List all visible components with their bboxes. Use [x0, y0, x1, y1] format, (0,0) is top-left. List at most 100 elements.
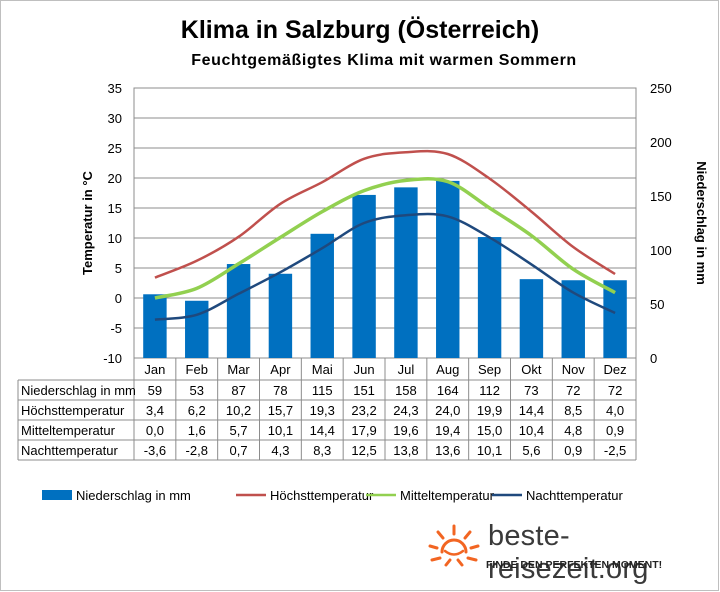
y-right-axis-label: Niederschlag in mm: [694, 161, 709, 285]
x-tick-label: Sep: [478, 362, 501, 377]
table-cell: 10,4: [519, 423, 544, 438]
table-cell: 4,0: [606, 403, 624, 418]
y-right-tick-label: 250: [650, 81, 672, 96]
y-right-tick-label: 150: [650, 189, 672, 204]
sun-logo-icon: [428, 522, 480, 575]
legend-label: Niederschlag in mm: [76, 488, 191, 503]
table-cell: 10,2: [226, 403, 251, 418]
table-cell: 112: [479, 383, 500, 398]
x-tick-label: Jun: [354, 362, 375, 377]
table-cell: 115: [312, 383, 333, 398]
table-cell: 158: [395, 383, 417, 398]
table-cell: 87: [231, 383, 245, 398]
table-cell: -2,8: [186, 443, 208, 458]
precipitation-bar: [603, 280, 627, 358]
table-row-label: Nachttemperatur: [21, 443, 118, 458]
y-left-tick-label: 30: [108, 111, 122, 126]
table-cell: 24,3: [393, 403, 418, 418]
table-cell: 14,4: [310, 423, 335, 438]
y-right-tick-label: 100: [650, 243, 672, 258]
table-cell: 1,6: [188, 423, 206, 438]
table-cell: 19,3: [310, 403, 335, 418]
table-cell: 24,0: [435, 403, 460, 418]
table-cell: 8,5: [564, 403, 582, 418]
table-cell: 4,3: [271, 443, 289, 458]
table-cell: 59: [148, 383, 162, 398]
y-left-tick-label: 0: [115, 291, 122, 306]
table-cell: 72: [566, 383, 580, 398]
table-cell: 72: [608, 383, 622, 398]
legend-label: Höchsttemperatur: [270, 488, 374, 503]
legend-label: Nachttemperatur: [526, 488, 623, 503]
y-left-axis-label: Temperatur in °C: [80, 170, 95, 275]
series-line-1: [154, 149, 616, 279]
y-left-tick-label: -10: [103, 351, 122, 366]
x-tick-label: Okt: [521, 362, 542, 377]
table-cell: 53: [190, 383, 204, 398]
series-line-2: [154, 176, 616, 300]
table-cell: 0,9: [606, 423, 624, 438]
table-cell: -3,6: [144, 443, 166, 458]
table-cell: 13,8: [393, 443, 418, 458]
table-row-label: Höchsttemperatur: [21, 403, 125, 418]
table-cell: 164: [437, 383, 459, 398]
precipitation-bar: [268, 273, 293, 358]
table-cell: -2,5: [604, 443, 626, 458]
table-cell: 8,3: [313, 443, 331, 458]
precipitation-bar: [519, 279, 544, 358]
y-left-tick-label: 20: [108, 171, 122, 186]
x-tick-label: Mai: [312, 362, 333, 377]
table-cell: 4,8: [564, 423, 582, 438]
table-cell: 0,0: [146, 423, 164, 438]
x-tick-label: Jan: [144, 362, 165, 377]
x-tick-label: Jul: [398, 362, 415, 377]
table-cell: 5,6: [522, 443, 540, 458]
y-right-tick-label: 0: [650, 351, 657, 366]
table-cell: 6,2: [188, 403, 206, 418]
table-cell: 15,7: [268, 403, 293, 418]
precipitation-bar: [143, 294, 167, 358]
legend-label: Mitteltemperatur: [400, 488, 495, 503]
logo-text[interactable]: beste-reisezeit.org: [488, 520, 649, 585]
precipitation-bar: [477, 237, 502, 358]
x-tick-label: Aug: [436, 362, 459, 377]
table-cell: 19,6: [393, 423, 418, 438]
table-cell: 14,4: [519, 403, 544, 418]
table-cell: 17,9: [351, 423, 376, 438]
y-right-tick-label: 50: [650, 297, 664, 312]
table-row-label: Mitteltemperatur: [21, 423, 116, 438]
table-row-label: Niederschlag in mm: [21, 383, 136, 398]
chart-title: Klima in Salzburg (Österreich): [180, 16, 540, 44]
precipitation-bar: [394, 187, 418, 358]
table-cell: 19,4: [435, 423, 460, 438]
y-left-tick-label: 25: [108, 141, 122, 156]
table-cell: 151: [353, 383, 375, 398]
table-cell: 23,2: [351, 403, 376, 418]
table-cell: 0,7: [230, 443, 248, 458]
y-left-tick-label: 10: [108, 231, 122, 246]
y-left-tick-label: 5: [115, 261, 122, 276]
table-cell: 5,7: [230, 423, 248, 438]
table-cell: 0,9: [564, 443, 582, 458]
chart-subtitle: Feuchtgemäßigtes Klima mit warmen Sommer…: [191, 52, 577, 69]
x-tick-label: Feb: [186, 362, 208, 377]
y-right-tick-label: 200: [650, 135, 672, 150]
table-cell: 19,9: [477, 403, 502, 418]
x-tick-label: Dez: [604, 362, 627, 377]
x-tick-label: Apr: [270, 362, 291, 377]
table-cell: 10,1: [268, 423, 293, 438]
legend-swatch: [42, 490, 72, 500]
x-tick-label: Mar: [227, 362, 250, 377]
y-left-tick-label: 15: [108, 201, 122, 216]
table-cell: 73: [524, 383, 538, 398]
table-cell: 15,0: [477, 423, 502, 438]
logo-tagline: FINDE DEN PERFEKTEN MOMENT!: [486, 559, 663, 571]
plot-area: [133, 87, 637, 359]
table-cell: 12,5: [351, 443, 376, 458]
y-left-tick-label: 35: [108, 81, 122, 96]
precipitation-bar: [310, 233, 334, 358]
y-left-tick-label: -5: [110, 321, 122, 336]
series-line-3: [154, 212, 616, 321]
